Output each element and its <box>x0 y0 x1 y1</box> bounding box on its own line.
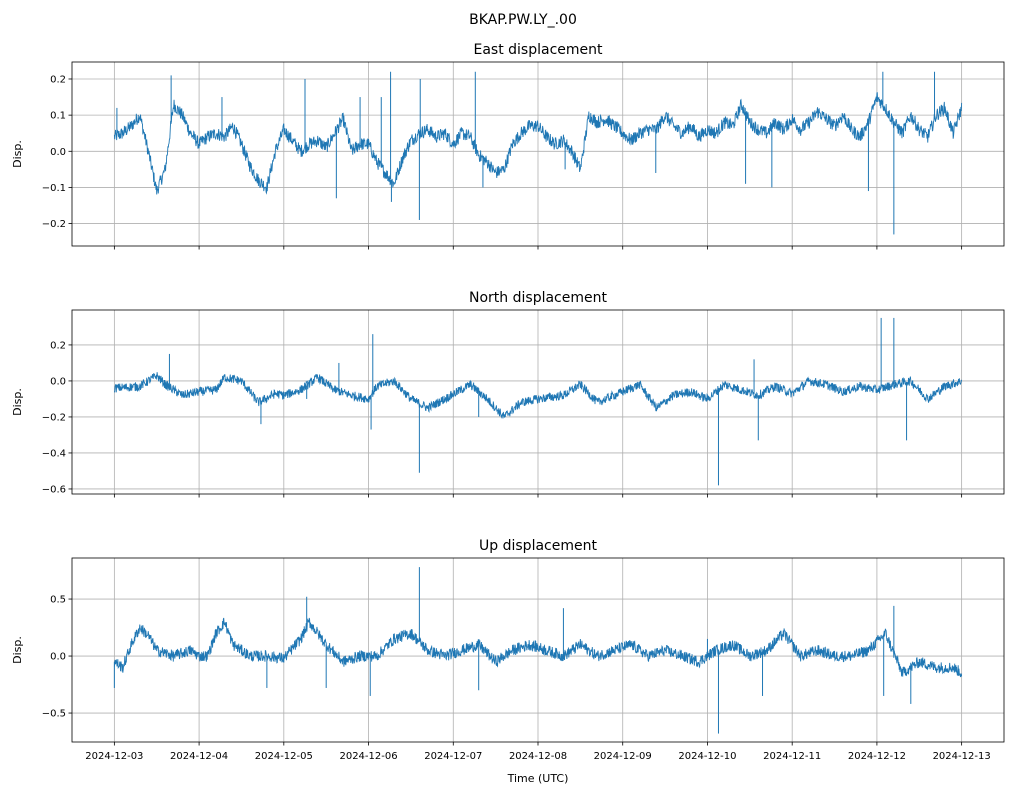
y-tick-label: 0.0 <box>50 376 66 387</box>
y-tick-label: 0.0 <box>50 147 66 158</box>
y-tick-label: 0.2 <box>50 74 66 85</box>
y-tick-label: 0.0 <box>50 652 66 663</box>
panel-1: −0.2 −0.1 0.0 0.1 0.2 East displacement Disp. <box>11 42 1005 250</box>
axes-frame <box>71 61 1005 247</box>
y-tick-label: −0.4 <box>42 448 66 459</box>
y-tick-label: 0.2 <box>50 340 66 351</box>
x-axis-label: Time (UTC) <box>507 772 569 785</box>
axes-frame <box>71 309 1005 495</box>
panel-title: North displacement <box>469 290 607 306</box>
x-tick-label: 2024-12-11 <box>763 751 821 762</box>
y-tick-label: 0.1 <box>50 111 66 122</box>
x-tick-label: 2024-12-13 <box>933 751 991 762</box>
y-axis-label: Disp. <box>11 388 24 416</box>
panel-3: 2024-12-03 2024-12-04 2024-12-05 2024-12-06… <box>11 538 1005 762</box>
x-tick-label: 2024-12-04 <box>170 751 228 762</box>
x-tick-label: 2024-12-07 <box>424 751 482 762</box>
x-tick-label: 2024-12-10 <box>678 751 736 762</box>
x-tick-label: 2024-12-06 <box>339 751 397 762</box>
panel-2: −0.6 −0.4 −0.2 0.0 0.2 North displacement Disp… <box>11 290 1005 498</box>
y-tick-label: −0.2 <box>42 412 66 423</box>
y-tick-label: 0.5 <box>50 595 66 606</box>
figure-title: BKAP.PW.LY_.00 <box>469 12 577 28</box>
y-axis-label: Disp. <box>11 636 24 664</box>
y-axis-label: Disp. <box>11 140 24 168</box>
y-tick-label: −0.6 <box>42 484 66 495</box>
x-tick-label: 2024-12-05 <box>255 751 313 762</box>
y-tick-label: −0.2 <box>42 219 66 230</box>
x-tick-label: 2024-12-03 <box>85 751 143 762</box>
data-line <box>113 92 963 195</box>
data-line <box>113 372 963 419</box>
x-tick-label: 2024-12-08 <box>509 751 567 762</box>
y-tick-label: −0.1 <box>42 183 66 194</box>
panel-title: Up displacement <box>479 538 597 554</box>
panel-title: East displacement <box>473 42 603 58</box>
x-tick-label: 2024-12-09 <box>594 751 652 762</box>
axes-frame <box>71 557 1005 743</box>
y-tick-label: −0.5 <box>42 709 66 720</box>
x-tick-label: 2024-12-12 <box>848 751 906 762</box>
data-line <box>113 617 963 678</box>
